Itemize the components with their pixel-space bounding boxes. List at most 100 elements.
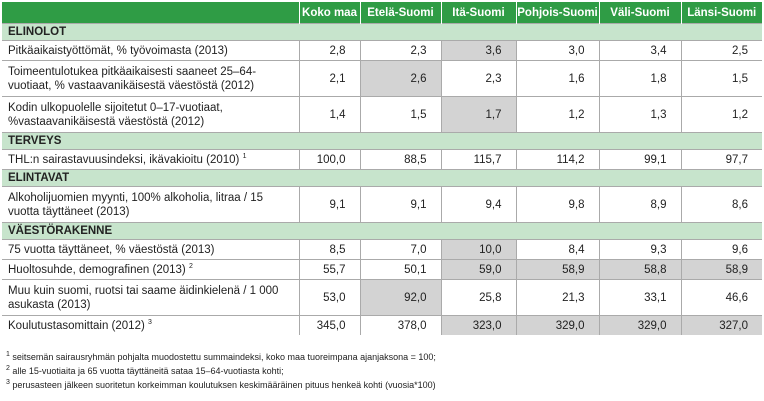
table-cell: 1,2 xyxy=(515,96,599,133)
section-label: ELINOLOT xyxy=(2,23,762,41)
table-cell: 100,0 xyxy=(298,149,360,170)
column-header: Koko maa xyxy=(298,2,360,24)
table-cell: 53,0 xyxy=(298,279,360,316)
table-cell: 8,4 xyxy=(515,239,599,260)
row-label-text: Huoltosuhde, demografinen (2013) xyxy=(8,263,186,276)
table-cell: 97,7 xyxy=(680,149,762,170)
footnote-marker: 1 xyxy=(6,351,10,358)
footnote: 1 seitsemän sairausryhmän pohjalta muodo… xyxy=(6,349,436,363)
footnote-marker: 2 xyxy=(188,263,193,271)
table-cell: 8,9 xyxy=(598,186,681,223)
column-header: Länsi-Suomi xyxy=(680,2,762,24)
table-cell: 9,1 xyxy=(298,186,360,223)
table-row: Koulutustasomittain (2012) 3 345,0 378,0 32… xyxy=(2,315,762,335)
table-cell: 2,6 xyxy=(359,60,441,97)
table-cell: 59,0 xyxy=(440,259,516,280)
statistics-table: Koko maa Etelä-Suomi Itä-Suomi Pohjois-S… xyxy=(2,2,762,335)
table-cell: 46,6 xyxy=(680,279,762,316)
table-cell: 21,3 xyxy=(515,279,599,316)
footnote-text: seitsemän sairausryhmän pohjalta muodost… xyxy=(9,352,436,362)
table-cell: 25,8 xyxy=(440,279,516,316)
row-label: Koulutustasomittain (2012) 3 xyxy=(2,315,299,335)
footnote: 3 perusasteen jälkeen suoritetun korkeim… xyxy=(6,377,436,391)
section-header-row: ELINTAVAT xyxy=(2,169,762,187)
table-row: 75 vuotta täyttäneet, % väestöstä (2013)… xyxy=(2,239,762,260)
row-label: Toimeentulotukea pitkäaikaisesti saaneet… xyxy=(2,60,299,97)
table-cell: 9,8 xyxy=(515,186,599,223)
column-header: Pohjois-Suomi xyxy=(515,2,599,24)
table-cell: 1,3 xyxy=(598,96,681,133)
table-cell: 323,0 xyxy=(440,315,516,335)
column-header: Väli-Suomi xyxy=(598,2,681,24)
table-row: THL:n sairastavuusindeksi, ikävakioitu (… xyxy=(2,149,762,170)
table-cell: 58,9 xyxy=(680,259,762,280)
section-header-row: ELINOLOT xyxy=(2,23,762,41)
footnotes: 1 seitsemän sairausryhmän pohjalta muodo… xyxy=(6,349,436,391)
table-cell: 58,8 xyxy=(598,259,681,280)
table-cell: 1,5 xyxy=(359,96,441,133)
row-label: Alkoholijuomien myynti, 100% alkoholia, … xyxy=(2,186,299,223)
table-cell: 1,8 xyxy=(598,60,681,97)
row-label-text: Toimeentulotukea pitkäaikaisesti saaneet… xyxy=(8,65,257,92)
table-cell: 114,2 xyxy=(515,149,599,170)
table-cell: 3,6 xyxy=(440,40,516,61)
row-label-text: Pitkäaikaistyöttömät, % työvoimasta (201… xyxy=(8,44,228,57)
table-row: Muu kuin suomi, ruotsi tai saame äidinki… xyxy=(2,279,762,316)
table-cell: 329,0 xyxy=(515,315,599,335)
header-row: Koko maa Etelä-Suomi Itä-Suomi Pohjois-S… xyxy=(2,2,762,24)
column-header xyxy=(2,2,299,24)
row-label: Huoltosuhde, demografinen (2013) 2 xyxy=(2,259,299,280)
table-cell: 33,1 xyxy=(598,279,681,316)
table-cell: 8,5 xyxy=(298,239,360,260)
table-row: Kodin ulkopuolelle sijoitetut 0–17-vuoti… xyxy=(2,96,762,133)
footnote-text: alle 15-vuotiaita ja 65 vuotta täyttänei… xyxy=(9,366,284,376)
table-cell: 1,5 xyxy=(680,60,762,97)
section-header-row: TERVEYS xyxy=(2,132,762,150)
table-cell: 7,0 xyxy=(359,239,441,260)
section-label: ELINTAVAT xyxy=(2,169,762,187)
table-cell: 50,1 xyxy=(359,259,441,280)
table-cell: 9,6 xyxy=(680,239,762,260)
row-label: THL:n sairastavuusindeksi, ikävakioitu (… xyxy=(2,149,299,170)
table-cell: 2,5 xyxy=(680,40,762,61)
row-label-text: Muu kuin suomi, ruotsi tai saame äidinki… xyxy=(8,284,279,311)
table-cell: 92,0 xyxy=(359,279,441,316)
table-cell: 55,7 xyxy=(298,259,360,280)
table-cell: 1,7 xyxy=(440,96,516,133)
table-cell: 115,7 xyxy=(440,149,516,170)
row-label: Pitkäaikaistyöttömät, % työvoimasta (201… xyxy=(2,40,299,61)
footnote: 2 alle 15-vuotiaita ja 65 vuotta täyttän… xyxy=(6,363,436,377)
table-cell: 9,3 xyxy=(598,239,681,260)
table-cell: 329,0 xyxy=(598,315,681,335)
table-cell: 2,8 xyxy=(298,40,360,61)
table-cell: 378,0 xyxy=(359,315,441,335)
row-label-text: Kodin ulkopuolelle sijoitetut 0–17-vuoti… xyxy=(8,101,223,128)
row-label: Kodin ulkopuolelle sijoitetut 0–17-vuoti… xyxy=(2,96,299,133)
table-cell: 9,1 xyxy=(359,186,441,223)
section-header-row: VÄESTÖRAKENNE xyxy=(2,222,762,240)
table-cell: 2,1 xyxy=(298,60,360,97)
table-row: Alkoholijuomien myynti, 100% alkoholia, … xyxy=(2,186,762,223)
table-row: Toimeentulotukea pitkäaikaisesti saaneet… xyxy=(2,60,762,97)
table-cell: 2,3 xyxy=(359,40,441,61)
table-cell: 1,6 xyxy=(515,60,599,97)
table-cell: 88,5 xyxy=(359,149,441,170)
row-label-text: Koulutustasomittain (2012) xyxy=(8,319,145,332)
row-label-text: 75 vuotta täyttäneet, % väestöstä (2013) xyxy=(8,243,215,256)
table-cell: 1,4 xyxy=(298,96,360,133)
column-header: Itä-Suomi xyxy=(440,2,516,24)
table-cell: 327,0 xyxy=(680,315,762,335)
row-label: 75 vuotta täyttäneet, % väestöstä (2013) xyxy=(2,239,299,260)
table-cell: 58,9 xyxy=(515,259,599,280)
section-label: TERVEYS xyxy=(2,132,762,150)
row-label: Muu kuin suomi, ruotsi tai saame äidinki… xyxy=(2,279,299,316)
table-cell: 8,6 xyxy=(680,186,762,223)
table-cell: 345,0 xyxy=(298,315,360,335)
table-cell: 2,3 xyxy=(440,60,516,97)
table-cell: 9,4 xyxy=(440,186,516,223)
footnote-marker: 3 xyxy=(6,379,10,386)
table-row: Huoltosuhde, demografinen (2013) 2 55,7 50… xyxy=(2,259,762,280)
section-label: VÄESTÖRAKENNE xyxy=(2,222,762,240)
table-cell: 10,0 xyxy=(440,239,516,260)
table-cell: 1,2 xyxy=(680,96,762,133)
